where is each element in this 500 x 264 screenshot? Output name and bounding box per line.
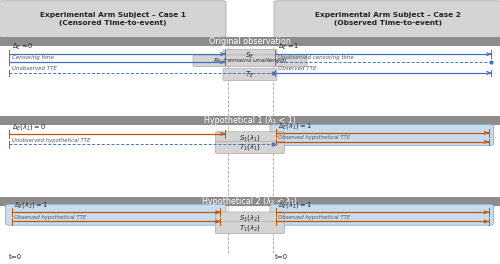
FancyBboxPatch shape (193, 55, 307, 67)
FancyBboxPatch shape (274, 1, 500, 37)
Text: Censoring time: Censoring time (12, 55, 53, 60)
FancyBboxPatch shape (270, 125, 494, 145)
Text: t=0: t=0 (9, 254, 22, 260)
Text: Experimental Arm Subject – Case 1
(Censored Time-to-event): Experimental Arm Subject – Case 1 (Censo… (40, 12, 186, 26)
Bar (0, 197, 500, 206)
FancyBboxPatch shape (6, 204, 226, 225)
Text: Observed TTE: Observed TTE (278, 66, 316, 71)
Bar (0, 116, 500, 125)
Text: $S_E$: $S_E$ (245, 50, 255, 60)
Text: Hypothetical 1 (λ₁ < 1): Hypothetical 1 (λ₁ < 1) (204, 116, 296, 125)
Text: $T_1(\lambda_1)$: $T_1(\lambda_1)$ (239, 142, 261, 152)
Text: $\Delta_E = 0$: $\Delta_E = 0$ (12, 42, 33, 52)
Text: Original observation: Original observation (209, 37, 291, 46)
FancyBboxPatch shape (216, 212, 284, 224)
Bar (0, 37, 500, 46)
FancyBboxPatch shape (216, 141, 284, 153)
Text: $\Delta_E(\lambda_1) = 0$: $\Delta_E(\lambda_1) = 0$ (12, 122, 46, 132)
FancyBboxPatch shape (216, 221, 284, 234)
Text: $T_E$: $T_E$ (246, 69, 254, 79)
Text: Hypothetical 2 (λ₂ < λ₁): Hypothetical 2 (λ₂ < λ₁) (202, 197, 298, 206)
Text: Unobserved TTE: Unobserved TTE (12, 66, 56, 71)
Text: $\Delta_E(\lambda_2) = 1$: $\Delta_E(\lambda_2) = 1$ (14, 200, 48, 210)
FancyBboxPatch shape (223, 49, 277, 62)
FancyBboxPatch shape (270, 204, 494, 225)
FancyBboxPatch shape (216, 132, 284, 144)
Text: Unobserved censoring time: Unobserved censoring time (278, 55, 353, 60)
Text: t=0: t=0 (275, 254, 288, 260)
Text: $R_E$ (remains unaltered): $R_E$ (remains unaltered) (213, 56, 287, 65)
Text: $\Delta_E = 1$: $\Delta_E = 1$ (278, 42, 299, 52)
Text: Observed hypothetical TTE: Observed hypothetical TTE (278, 135, 351, 140)
Text: $T_1(\lambda_2)$: $T_1(\lambda_2)$ (239, 223, 261, 233)
FancyBboxPatch shape (223, 68, 277, 81)
Text: Experimental Arm Subject – Case 2
(Observed Time-to-event): Experimental Arm Subject – Case 2 (Obser… (314, 12, 460, 26)
Text: $\Delta_E(\lambda_2) = 1$: $\Delta_E(\lambda_2) = 1$ (278, 200, 312, 210)
Text: Observed hypothetical TTE: Observed hypothetical TTE (278, 215, 351, 220)
Text: Unobserved hypothetical TTE: Unobserved hypothetical TTE (12, 138, 90, 143)
Text: $\Delta_E(\lambda_1) = 1$: $\Delta_E(\lambda_1) = 1$ (278, 121, 312, 131)
Text: $S_1(\lambda_2)$: $S_1(\lambda_2)$ (239, 213, 261, 223)
Text: Observed hypothetical TTE: Observed hypothetical TTE (14, 215, 86, 220)
FancyBboxPatch shape (0, 1, 226, 37)
Text: $S_1(\lambda_1)$: $S_1(\lambda_1)$ (239, 133, 261, 143)
